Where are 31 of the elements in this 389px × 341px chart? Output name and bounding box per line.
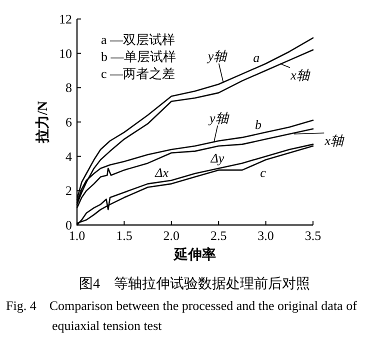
y-tick-label: 8: [66, 80, 72, 96]
note: Δy: [210, 150, 224, 166]
note: x轴: [280, 63, 310, 83]
caption: Fig. 4 Comparison between the processed and the original data of equiaxial tension test: [5, 297, 358, 335]
note: Δx: [155, 165, 168, 180]
annotation: x轴: [324, 133, 344, 148]
note: b: [255, 117, 262, 132]
y-tick-label: 12: [59, 12, 72, 26]
note: a: [253, 50, 260, 66]
x-tick-label: 2.0: [163, 228, 180, 243]
note: x轴: [294, 132, 344, 148]
x-axis-title: 延伸率: [173, 246, 216, 263]
y-tick-label: 10: [59, 46, 72, 61]
x-tick-label: 3.5: [304, 228, 322, 243]
annotation: y轴: [207, 110, 230, 126]
x-tick-label: 1.5: [116, 228, 132, 243]
note: y轴: [208, 48, 227, 83]
annotation: x轴: [290, 68, 310, 83]
y-tick-label: 4: [66, 148, 72, 164]
y-axis-title: 拉力/N: [35, 101, 51, 144]
annotation: a —双层试样: [101, 32, 176, 47]
note: y轴: [210, 110, 228, 143]
note: c: [260, 165, 266, 180]
annotation: c —两者之差: [101, 66, 176, 81]
y-tick-label: 6: [66, 114, 72, 130]
caption: 图4 等轴拉伸试验数据处理前后对照: [78, 276, 311, 293]
x-tick-label: 3.0: [258, 228, 274, 243]
annotation: y轴: [206, 48, 228, 64]
annotation: b —单层试样: [101, 49, 176, 64]
x-tick-label: 2.5: [210, 228, 227, 243]
y-tick-label: 2: [66, 183, 72, 198]
